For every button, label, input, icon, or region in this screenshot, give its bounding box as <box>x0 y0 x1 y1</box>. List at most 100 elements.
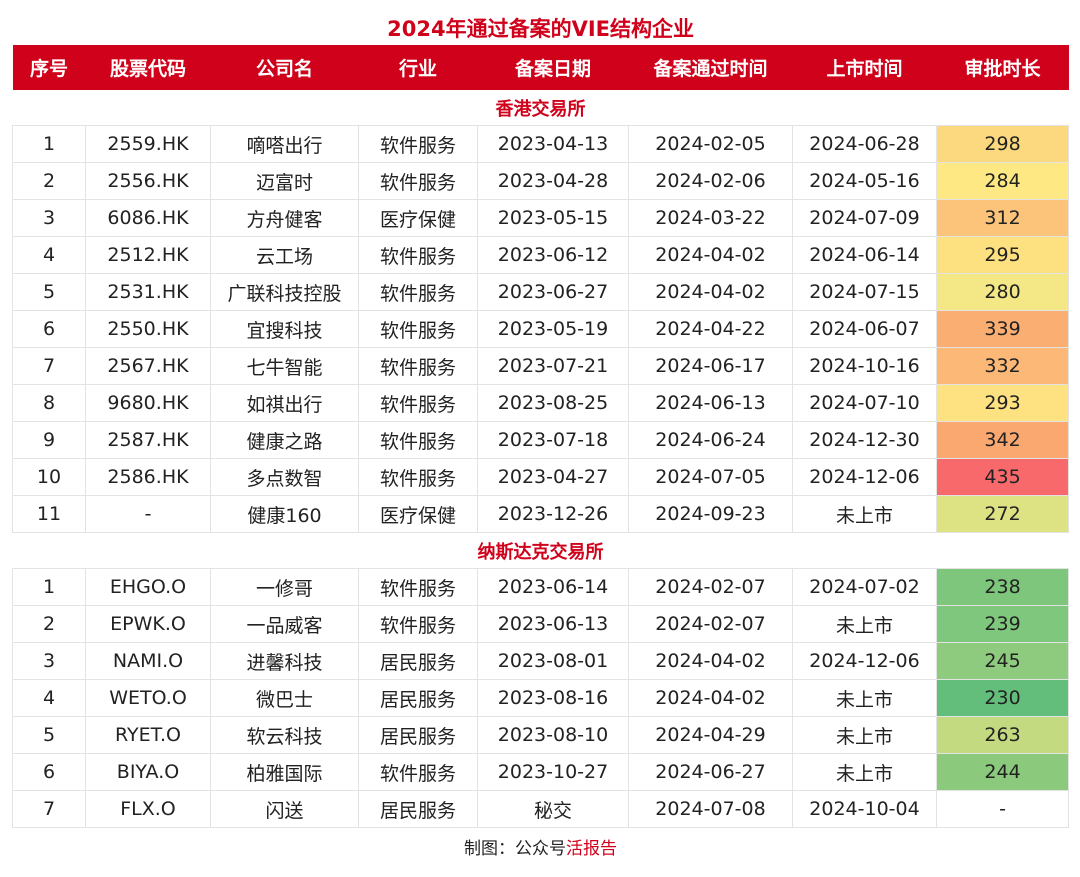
cell: 医疗保健 <box>358 495 478 533</box>
data-row: 1 EHGO.O 一修哥 软件服务 2023-06-14 2024-02-07 2024-0… <box>12 568 1070 606</box>
cell: 7 <box>12 790 86 828</box>
cell: 软件服务 <box>358 125 478 163</box>
duration-cell: 238 <box>935 568 1070 606</box>
cell: FLX.O <box>85 790 211 828</box>
duration-cell: 298 <box>935 125 1070 163</box>
cell: 2024-02-06 <box>628 162 793 200</box>
cell: 6086.HK <box>85 199 211 237</box>
data-row: 5 RYET.O 软云科技 居民服务 2023-08-10 2024-04-29 未上市 26… <box>12 716 1070 754</box>
title-row: 2024年通过备案的VIE结构企业 <box>13 10 1069 45</box>
cell: 2550.HK <box>85 310 211 348</box>
cell: 2023-06-14 <box>477 568 629 606</box>
data-row: 4 WETO.O 微巴士 居民服务 2023-08-16 2024-04-02 未上市 230 <box>12 679 1070 717</box>
duration-cell: 239 <box>935 605 1070 643</box>
cell: 医疗保健 <box>358 199 478 237</box>
cell: 2024-07-09 <box>792 199 937 237</box>
cell: 软云科技 <box>210 716 359 754</box>
header-cell: 股票代码 <box>85 45 211 90</box>
duration-cell: 435 <box>935 458 1070 496</box>
cell: 2023-06-27 <box>477 273 629 311</box>
cell: 如祺出行 <box>210 384 359 422</box>
cell: 2023-08-10 <box>477 716 629 754</box>
cell: 2023-04-27 <box>477 458 629 496</box>
cell: 2024-09-23 <box>628 495 793 533</box>
cell: 4 <box>12 236 86 274</box>
duration-cell: 245 <box>935 642 1070 680</box>
cell: 2024-06-27 <box>628 753 793 791</box>
cell: - <box>85 495 211 533</box>
cell: 多点数智 <box>210 458 359 496</box>
cell: 7 <box>12 347 86 385</box>
cell: 2023-08-25 <box>477 384 629 422</box>
cell: 2024-06-17 <box>628 347 793 385</box>
cell: 9 <box>12 421 86 459</box>
cell: 软件服务 <box>358 347 478 385</box>
cell: 居民服务 <box>358 679 478 717</box>
cell: 居民服务 <box>358 642 478 680</box>
section-title: 纳斯达克交易所 <box>12 532 1069 569</box>
cell: 2023-04-13 <box>477 125 629 163</box>
cell: 软件服务 <box>358 421 478 459</box>
cell: 2024-07-10 <box>792 384 937 422</box>
header-cell: 公司名 <box>210 45 359 90</box>
cell: 9680.HK <box>85 384 211 422</box>
cell: 2024-07-02 <box>792 568 937 606</box>
data-row: 11- 健康160 医疗保健 2023-12-26 2024-09-23 未上市 272 <box>12 495 1070 533</box>
cell: 2024-04-02 <box>628 236 793 274</box>
data-row: 2 EPWK.O 一品威客 软件服务 2023-06-13 2024-02-07 未上市 23… <box>12 605 1070 643</box>
data-row: 3 6086.HK 方舟健客 医疗保健 2023-05-15 2024-03-22 2024… <box>12 199 1070 237</box>
cell: 七牛智能 <box>210 347 359 385</box>
data-row: 3 NAMI.O 进馨科技 居民服务 2023-08-01 2024-04-02 2024-… <box>12 642 1070 680</box>
cell: 健康160 <box>210 495 359 533</box>
cell: 一修哥 <box>210 568 359 606</box>
data-row: 2 2556.HK 迈富时 软件服务 2023-04-28 2024-02-06 2024-… <box>12 162 1070 200</box>
data-row: 7 FLX.O 闪送 居民服务 秘交 2024-07-08 2024-10-04- <box>12 790 1070 828</box>
cell: 2024-12-30 <box>792 421 937 459</box>
cell: 2024-07-08 <box>628 790 793 828</box>
cell: 1 <box>12 568 86 606</box>
cell: 2024-06-07 <box>792 310 937 348</box>
duration-cell: 244 <box>935 753 1070 791</box>
cell: 2024-12-06 <box>792 458 937 496</box>
cell: 软件服务 <box>358 568 478 606</box>
cell: 一品威客 <box>210 605 359 643</box>
cell: 10 <box>12 458 86 496</box>
cell: WETO.O <box>85 679 211 717</box>
cell: 方舟健客 <box>210 199 359 237</box>
cell: BIYA.O <box>85 753 211 791</box>
cell: 5 <box>12 716 86 754</box>
cell: 1 <box>12 125 86 163</box>
table-body: 2024年通过备案的VIE结构企业 序号 股票代码 公司名 行业 备案日期 备案通过时间上… <box>12 10 1070 864</box>
cell: 未上市 <box>792 753 937 791</box>
cell: 2024-12-06 <box>792 642 937 680</box>
vie-table: 2024年通过备案的VIE结构企业 序号 股票代码 公司名 行业 备案日期 备案通过时间上… <box>12 10 1070 864</box>
duration-cell: 339 <box>935 310 1070 348</box>
cell: 5 <box>12 273 86 311</box>
cell: 嘀嗒出行 <box>210 125 359 163</box>
cell: 2024-04-22 <box>628 310 793 348</box>
cell: 2023-04-28 <box>477 162 629 200</box>
cell: 2023-05-19 <box>477 310 629 348</box>
cell: 宜搜科技 <box>210 310 359 348</box>
data-row: 1 2559.HK 嘀嗒出行 软件服务 2023-04-13 2024-02-05 2024… <box>12 125 1070 163</box>
duration-cell: 230 <box>935 679 1070 717</box>
cell: 2567.HK <box>85 347 211 385</box>
duration-cell: 272 <box>935 495 1070 533</box>
cell: 云工场 <box>210 236 359 274</box>
cell: 柏雅国际 <box>210 753 359 791</box>
cell: 6 <box>12 310 86 348</box>
cell: 2023-07-18 <box>477 421 629 459</box>
table-wrap: 2024年通过备案的VIE结构企业 序号 股票代码 公司名 行业 备案日期 备案通过时间上… <box>12 10 1070 864</box>
cell: 2023-05-15 <box>477 199 629 237</box>
cell: 2556.HK <box>85 162 211 200</box>
data-row: 9 2587.HK 健康之路 软件服务 2023-07-18 2024-06-24 2024… <box>12 421 1070 459</box>
title: 2024年通过备案的VIE结构企业 <box>387 16 694 41</box>
duration-cell: 312 <box>935 199 1070 237</box>
cell: 2024-04-02 <box>628 679 793 717</box>
cell: 2024-07-15 <box>792 273 937 311</box>
section-row: 纳斯达克交易所 <box>12 532 1069 569</box>
cell: 4 <box>12 679 86 717</box>
header-row: 序号 股票代码 公司名 行业 备案日期 备案通过时间 上市时间 审批时长 <box>12 45 1069 90</box>
header-cell: 备案日期 <box>477 45 629 90</box>
data-row: 5 2531.HK 广联科技控股 软件服务 2023-06-27 2024-04-02 20… <box>12 273 1070 311</box>
